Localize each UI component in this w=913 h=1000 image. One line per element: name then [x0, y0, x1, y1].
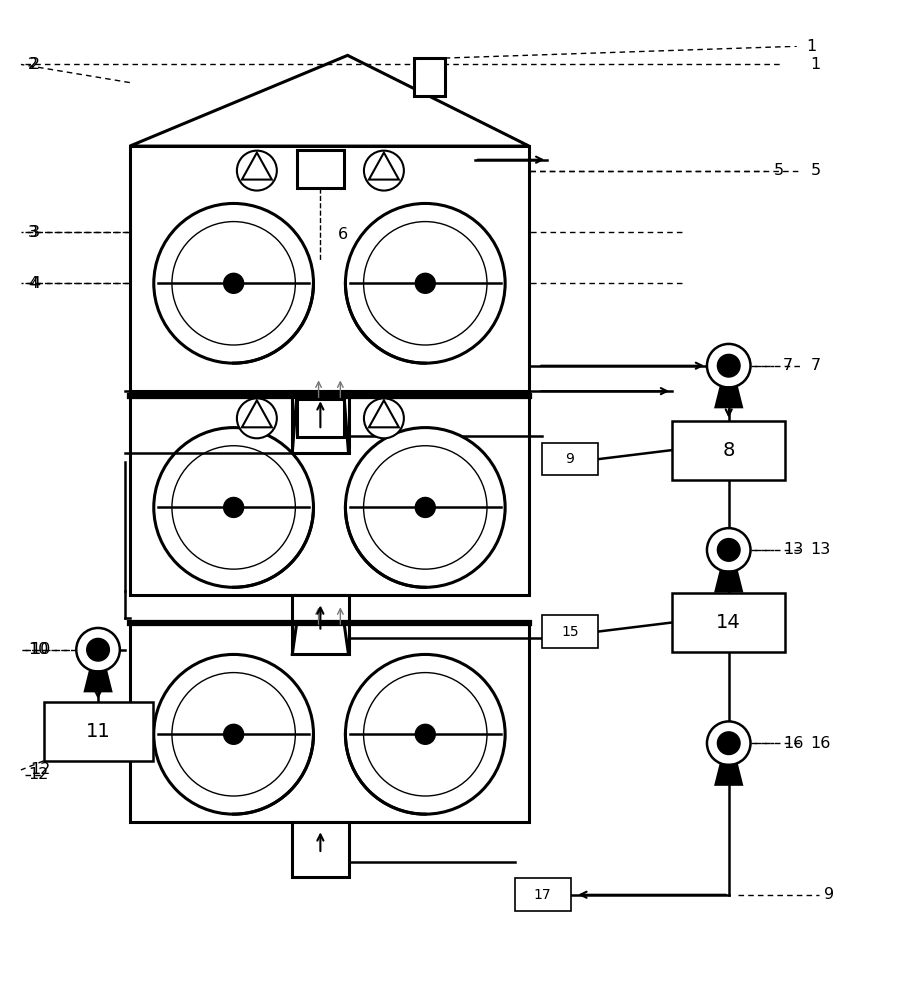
Bar: [292, 391, 349, 453]
Text: 15: 15: [561, 625, 579, 639]
Circle shape: [364, 151, 404, 191]
Polygon shape: [130, 55, 530, 146]
Text: 13: 13: [783, 542, 803, 557]
Text: 16: 16: [783, 736, 803, 751]
Bar: [292, 822, 349, 877]
Text: 16: 16: [811, 736, 831, 751]
Text: 1: 1: [811, 57, 821, 72]
Text: 3: 3: [30, 225, 40, 240]
Circle shape: [224, 724, 244, 744]
Circle shape: [345, 654, 505, 814]
Circle shape: [345, 428, 505, 587]
Circle shape: [415, 497, 436, 517]
Text: 9: 9: [824, 887, 834, 902]
Circle shape: [153, 428, 313, 587]
Bar: [541, 615, 598, 648]
Text: 12: 12: [28, 767, 48, 782]
Circle shape: [718, 732, 740, 755]
Text: 14: 14: [717, 613, 741, 632]
Circle shape: [363, 446, 487, 569]
Text: 4: 4: [28, 276, 38, 291]
Text: 17: 17: [534, 888, 551, 902]
Text: 5: 5: [811, 163, 821, 178]
Bar: [130, 146, 530, 391]
Circle shape: [364, 398, 404, 438]
Circle shape: [172, 222, 295, 345]
Text: 8: 8: [722, 441, 735, 460]
Text: 6: 6: [338, 227, 348, 242]
Text: 2: 2: [28, 57, 38, 72]
Text: 2: 2: [30, 57, 40, 72]
Text: 3: 3: [28, 225, 38, 240]
Text: 10: 10: [30, 642, 50, 657]
Bar: [515, 878, 571, 911]
Circle shape: [77, 628, 120, 672]
Bar: [541, 443, 598, 475]
Circle shape: [172, 446, 295, 569]
Bar: [130, 396, 530, 595]
Polygon shape: [85, 672, 111, 691]
Circle shape: [707, 344, 750, 387]
Polygon shape: [716, 572, 741, 591]
Text: 11: 11: [86, 722, 110, 741]
Text: 1: 1: [806, 39, 816, 54]
Text: 4: 4: [30, 276, 40, 291]
Circle shape: [236, 151, 277, 191]
Circle shape: [345, 203, 505, 363]
Circle shape: [172, 673, 295, 796]
Circle shape: [224, 497, 244, 517]
Polygon shape: [716, 387, 741, 407]
Circle shape: [707, 721, 750, 765]
Bar: [414, 58, 445, 96]
Circle shape: [707, 528, 750, 572]
Circle shape: [363, 673, 487, 796]
Text: 7: 7: [811, 358, 821, 373]
Text: 12: 12: [30, 762, 50, 777]
Bar: [297, 399, 344, 437]
Circle shape: [363, 222, 487, 345]
Bar: [292, 595, 349, 654]
Bar: [130, 623, 530, 822]
Bar: [672, 593, 785, 652]
Circle shape: [87, 638, 110, 661]
Text: 9: 9: [565, 452, 574, 466]
Circle shape: [718, 354, 740, 377]
Bar: [44, 702, 152, 761]
Circle shape: [415, 273, 436, 293]
Polygon shape: [716, 765, 741, 785]
Text: 7: 7: [783, 358, 793, 373]
Circle shape: [236, 398, 277, 438]
Circle shape: [415, 724, 436, 744]
Circle shape: [718, 539, 740, 561]
Text: 5: 5: [774, 163, 784, 178]
Text: 13: 13: [811, 542, 831, 557]
Bar: [297, 150, 344, 188]
Bar: [672, 421, 785, 480]
Text: 10: 10: [28, 642, 48, 657]
Circle shape: [224, 273, 244, 293]
Circle shape: [153, 203, 313, 363]
Circle shape: [153, 654, 313, 814]
